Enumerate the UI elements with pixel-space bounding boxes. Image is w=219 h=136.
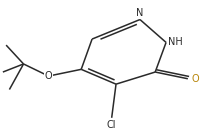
- Text: NH: NH: [168, 37, 183, 47]
- Text: N: N: [136, 8, 144, 18]
- Text: O: O: [45, 71, 52, 81]
- Text: O: O: [191, 74, 199, 84]
- Text: Cl: Cl: [107, 120, 117, 131]
